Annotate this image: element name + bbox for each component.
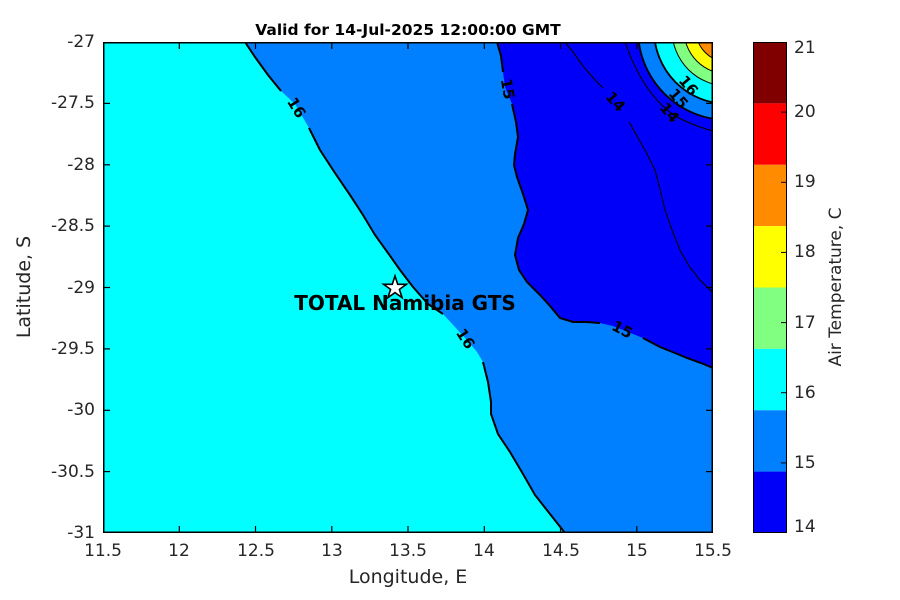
- x-tick-label: 13: [321, 541, 343, 561]
- colorbar: [753, 42, 787, 533]
- x-tick-label: 14: [473, 541, 495, 561]
- x-tick-label: 13.5: [389, 541, 427, 561]
- contour-map: 16 15 14 16 15 14 15 16 TOTAL Namibia GT…: [103, 42, 713, 533]
- colorbar-tick-label: 19: [794, 172, 816, 192]
- contour-line-15: [496, 42, 713, 369]
- contour-line-16: [244, 42, 566, 533]
- colorbar-tick-label: 17: [794, 313, 816, 333]
- colorbar-tick-label: 15: [794, 453, 816, 473]
- x-tick-label: 14.5: [542, 541, 580, 561]
- colorbar-tick-label: 21: [794, 38, 816, 58]
- y-tick-label: -29.5: [51, 339, 95, 359]
- x-tick-label: 15.5: [694, 541, 732, 561]
- x-axis-label: Longitude, E: [348, 566, 468, 588]
- y-tick-label: -31: [67, 523, 95, 543]
- y-tick-label: -29: [67, 278, 95, 298]
- warm-anomaly-corner: [637, 42, 713, 120]
- y-tick-label: -30: [67, 400, 95, 420]
- y-tick-label: -27: [67, 32, 95, 52]
- y-tick-label: -28.5: [51, 216, 95, 236]
- y-tick-label: -30.5: [51, 462, 95, 482]
- plot-border: [103, 42, 713, 533]
- station-label: TOTAL Namibia GTS: [294, 291, 516, 315]
- y-tick-label: -27.5: [51, 93, 95, 113]
- contour-label-15-n: 15: [497, 77, 518, 101]
- colorbar-tick-label: 16: [794, 383, 816, 403]
- region-14-15C: [497, 42, 713, 368]
- y-axis-label: Latitude, S: [13, 235, 35, 339]
- x-tick-label: 15: [626, 541, 648, 561]
- y-tick-label: -28: [67, 155, 95, 175]
- colorbar-tick-label: 14: [794, 517, 816, 537]
- x-tick-label: 11.5: [84, 541, 122, 561]
- star-icon: [381, 273, 409, 300]
- colorbar-axis-label: Air Temperature, C: [826, 207, 846, 367]
- contour-line-14: [564, 42, 713, 294]
- plot-title: Valid for 14-Jul-2025 12:00:00 GMT: [255, 21, 561, 39]
- colorbar-tick-label: 18: [794, 242, 816, 262]
- x-tick-label: 12.5: [237, 541, 275, 561]
- colorbar-tick-label: 20: [794, 102, 816, 122]
- colorbar-border: [753, 42, 787, 533]
- x-tick-label: 12: [168, 541, 190, 561]
